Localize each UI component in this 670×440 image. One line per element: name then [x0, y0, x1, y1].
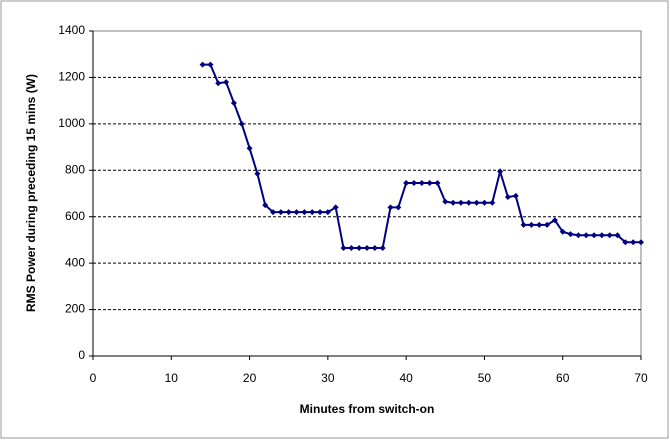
data-point [426, 180, 433, 187]
data-point [528, 221, 535, 228]
data-point [497, 168, 504, 175]
data-point [199, 61, 206, 68]
data-point [301, 209, 308, 216]
data-point [418, 180, 425, 187]
data-point [622, 239, 629, 246]
data-point [379, 245, 386, 252]
data-point [481, 199, 488, 206]
x-tick-label: 0 [90, 371, 97, 385]
plot-area [92, 30, 642, 357]
data-point [356, 245, 363, 252]
data-point [410, 180, 417, 187]
data-point [614, 232, 621, 239]
data-point [544, 221, 551, 228]
data-point [387, 204, 394, 211]
data-point [293, 209, 300, 216]
data-point [395, 204, 402, 211]
x-tick-label: 20 [243, 371, 257, 385]
data-point [207, 61, 214, 68]
data-point [215, 80, 222, 87]
y-tick-label: 200 [65, 302, 85, 316]
data-point [598, 232, 605, 239]
data-point [332, 204, 339, 211]
data-point [309, 209, 316, 216]
data-point [520, 221, 527, 228]
data-point [324, 209, 331, 216]
data-point [450, 199, 457, 206]
data-point [489, 199, 496, 206]
data-point [536, 221, 543, 228]
data-point [457, 199, 464, 206]
x-tick-label: 50 [478, 371, 492, 385]
data-point [317, 209, 324, 216]
data-point [403, 180, 410, 187]
data-point [348, 245, 355, 252]
y-tick-label: 0 [78, 348, 85, 362]
x-tick-label: 70 [634, 371, 648, 385]
data-point [606, 232, 613, 239]
data-point [465, 199, 472, 206]
y-tick-label: 400 [65, 255, 85, 269]
x-tick-label: 60 [556, 371, 570, 385]
data-point [364, 245, 370, 252]
x-tick-label: 30 [321, 371, 335, 385]
data-point [583, 232, 590, 239]
data-point [630, 239, 637, 246]
y-axis-title: RMS Power during preceding 15 mins (W) [24, 74, 38, 312]
data-point [638, 239, 644, 246]
data-point [277, 209, 284, 216]
data-point [254, 170, 261, 177]
data-point [567, 231, 574, 238]
y-tick-label: 800 [65, 162, 85, 176]
data-point [473, 199, 480, 206]
data-point [285, 209, 292, 216]
data-point [442, 198, 449, 205]
data-point [230, 99, 237, 106]
data-point [591, 232, 598, 239]
data-point [551, 217, 558, 224]
data-point [223, 79, 230, 86]
x-tick-label: 40 [399, 371, 413, 385]
x-axis-title: Minutes from switch-on [300, 402, 435, 416]
data-point [246, 145, 253, 152]
data-point [262, 202, 269, 209]
data-point [504, 193, 511, 200]
x-tick-label: 10 [165, 371, 179, 385]
data-point [434, 180, 441, 187]
data-point [575, 232, 582, 239]
y-tick-label: 1000 [58, 116, 85, 130]
data-point [340, 245, 347, 252]
data-point [270, 209, 277, 216]
data-point [238, 120, 245, 127]
data-point [559, 228, 566, 235]
y-tick-label: 600 [65, 209, 85, 223]
data-point [371, 245, 378, 252]
data-point [512, 192, 519, 199]
y-tick-label: 1200 [58, 70, 85, 84]
y-tick-label: 1400 [58, 23, 85, 37]
